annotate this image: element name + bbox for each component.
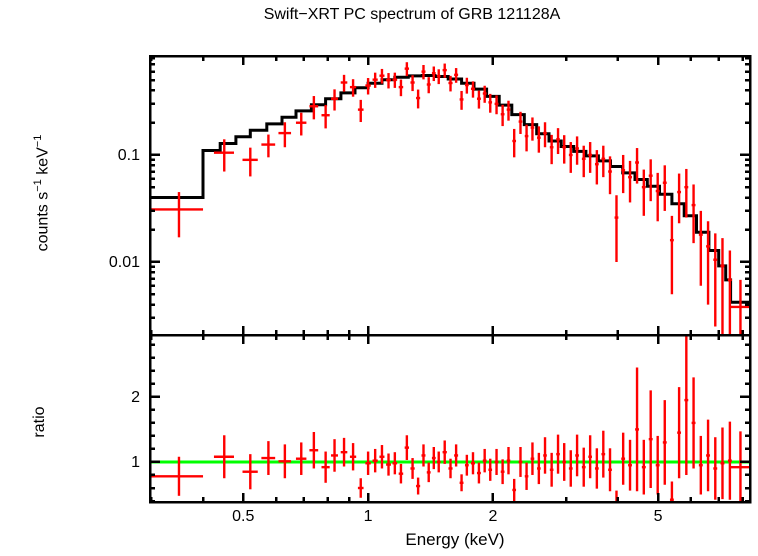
axes bbox=[148, 54, 752, 504]
spectrum-data-series bbox=[151, 62, 750, 335]
model-step-curve bbox=[151, 74, 750, 304]
y-tick-label-0.1: 0.1 bbox=[118, 147, 140, 164]
ratio-panel-frame bbox=[148, 333, 752, 504]
ratio-data-series bbox=[151, 335, 750, 502]
x-tick-label-0.5: 0.5 bbox=[232, 508, 254, 525]
x-tick-label-2: 2 bbox=[489, 508, 498, 525]
x-tick-label-1: 1 bbox=[364, 508, 373, 525]
plot-title: Swift−XRT PC spectrum of GRB 121128A bbox=[263, 6, 561, 23]
y-tick-label-0.01: 0.01 bbox=[109, 254, 140, 271]
x-axis-label: Energy (keV) bbox=[405, 530, 505, 549]
ratio-tick-label-1: 1 bbox=[131, 454, 140, 471]
y-axis-label-counts: counts s−1 keV−1 bbox=[32, 134, 52, 252]
y-axis-label-ratio: ratio bbox=[31, 406, 48, 438]
x-tick-label-5: 5 bbox=[654, 508, 663, 525]
ratio-tick-label-2: 2 bbox=[131, 389, 140, 406]
